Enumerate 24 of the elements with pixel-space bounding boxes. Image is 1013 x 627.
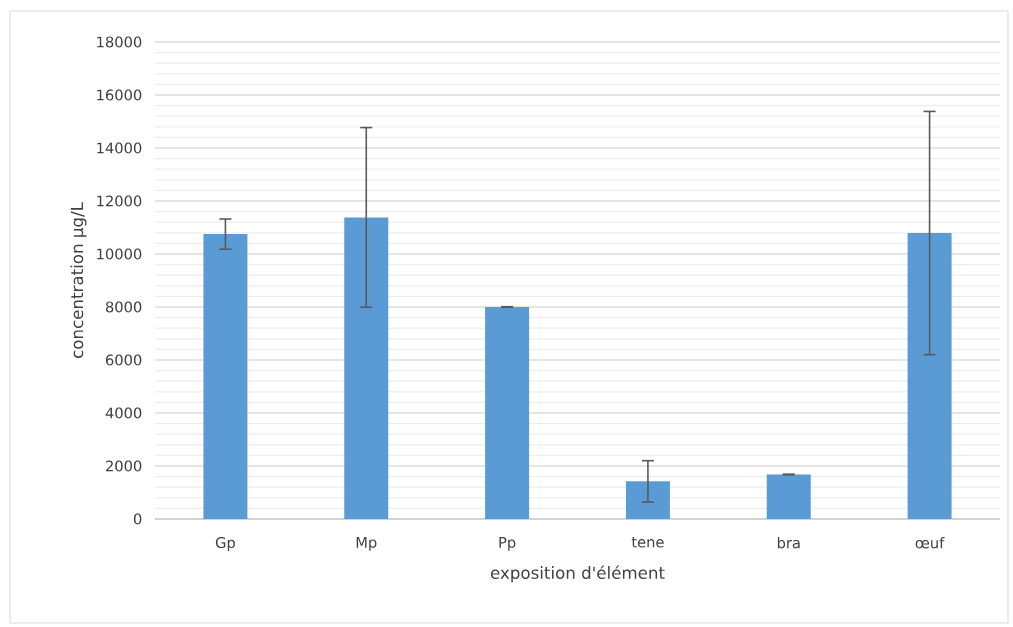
y-tick-label: 18000: [97, 36, 142, 48]
x-tick-label: bra: [777, 537, 800, 549]
y-tick-label: 16000: [97, 89, 142, 101]
y-tick-label: 0: [133, 513, 142, 525]
bar: [344, 217, 389, 519]
x-tick-label: œuf: [915, 537, 945, 549]
y-tick-label: 6000: [106, 354, 142, 366]
y-tick-label: 8000: [105, 301, 142, 313]
bar: [485, 306, 530, 519]
bar: [625, 481, 670, 519]
bar: [766, 474, 811, 519]
x-tick-label: Gp: [215, 537, 235, 551]
x-axis-title: exposition d'élément: [490, 565, 665, 583]
bar: [907, 233, 952, 519]
y-tick-label: 2000: [106, 460, 142, 472]
x-tick-label: Mp: [356, 537, 377, 551]
bar: [203, 234, 248, 519]
y-tick-label: 10000: [97, 248, 142, 260]
x-tick-label: Pp: [499, 537, 516, 551]
y-tick-label: 12000: [97, 195, 142, 207]
y-tick-label: 14000: [97, 142, 142, 154]
y-axis-title: concentration µg/L: [70, 202, 87, 358]
x-tick-label: tene: [631, 537, 664, 548]
y-tick-label: 4000: [105, 407, 142, 419]
